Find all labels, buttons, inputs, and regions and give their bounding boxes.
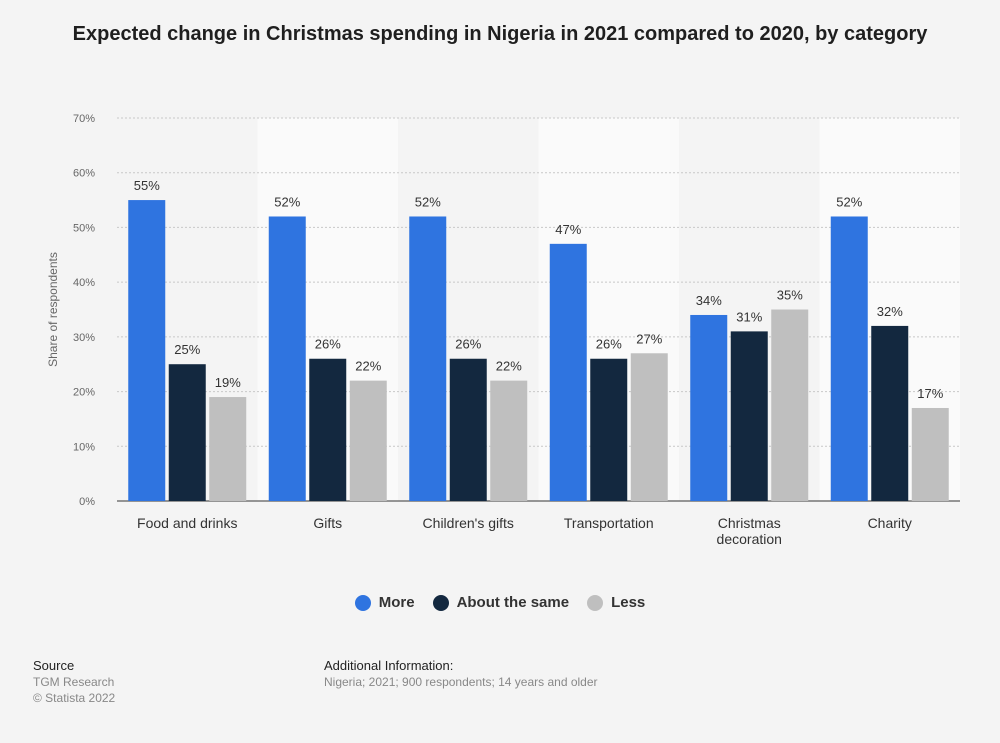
y-tick-label: 60% <box>73 168 95 180</box>
legend-swatch-about-the-same <box>432 594 449 611</box>
legend-label-more: More <box>378 594 415 611</box>
y-tick-label: 50% <box>73 222 95 234</box>
data-label: 55% <box>134 178 160 193</box>
legend-item-more[interactable]: More <box>354 594 415 611</box>
bar <box>490 380 528 501</box>
y-tick-label: 0% <box>79 496 95 508</box>
y-tick-label: 10% <box>73 441 95 453</box>
bar <box>830 216 868 501</box>
category-label: Christmas decoration <box>717 515 782 547</box>
source-name[interactable]: TGM Research <box>33 675 115 689</box>
y-axis-label: Share of respondents <box>46 252 60 367</box>
y-tick-label: 30% <box>73 332 95 344</box>
bar <box>309 358 347 501</box>
additional-info-block: Additional Information: Nigeria; 2021; 9… <box>324 658 598 690</box>
y-tick-label: 70% <box>73 113 95 125</box>
bar <box>268 216 306 501</box>
y-tick-label: 20% <box>73 387 95 399</box>
bar <box>630 353 668 501</box>
data-label: 35% <box>777 288 803 303</box>
bar-chart: 0% 10% 20% 30% 40% 50% 60% 70% Share of responde… <box>46 113 960 547</box>
category-label: Food and drinks <box>137 515 237 531</box>
data-label: 26% <box>596 337 622 352</box>
legend-item-about-the-same[interactable]: About the same <box>432 594 570 611</box>
category-label: Gifts <box>313 515 342 531</box>
info-heading: Additional Information: <box>324 658 454 673</box>
bar <box>349 380 387 501</box>
data-label: 22% <box>355 359 381 374</box>
legend-label-about-the-same: About the same <box>456 594 570 611</box>
bar <box>128 200 166 502</box>
data-label: 52% <box>836 194 862 209</box>
data-label: 19% <box>215 375 241 390</box>
legend: More About the same Less <box>0 594 1000 611</box>
data-label: 25% <box>174 342 200 357</box>
data-label: 34% <box>696 293 722 308</box>
data-label: 26% <box>315 337 341 352</box>
data-label: 31% <box>736 309 762 324</box>
info-text: Nigeria; 2021; 900 respondents; 14 years… <box>324 675 598 689</box>
legend-swatch-less <box>587 594 604 611</box>
data-label: 32% <box>877 304 903 319</box>
data-label: 52% <box>274 194 300 209</box>
legend-swatch-more <box>354 594 371 611</box>
bar <box>168 364 206 501</box>
bar <box>409 216 447 501</box>
data-label: 52% <box>415 194 441 209</box>
data-label: 17% <box>917 386 943 401</box>
data-label: 27% <box>636 331 662 346</box>
y-tick-label: 40% <box>73 277 95 289</box>
bar <box>690 314 728 501</box>
data-label: 26% <box>455 337 481 352</box>
category-label: Transportation <box>564 515 654 531</box>
legend-item-less[interactable]: Less <box>587 594 645 611</box>
bar <box>549 243 587 502</box>
bar <box>871 325 909 501</box>
source-heading: Source <box>33 658 75 673</box>
category-label: Children's gifts <box>423 515 514 531</box>
bar <box>209 397 247 501</box>
bar <box>771 309 809 501</box>
chart-title: Expected change in Christmas spending in… <box>72 23 928 45</box>
bar <box>449 358 487 501</box>
legend-label-less: Less <box>611 594 646 611</box>
copyright: © Statista 2022 <box>33 691 116 705</box>
bar <box>730 331 768 501</box>
bar <box>911 407 949 501</box>
data-label: 47% <box>555 222 581 237</box>
data-label: 22% <box>496 359 522 374</box>
category-label: Charity <box>868 515 912 531</box>
source-block: Source TGM Research © Statista 2022 <box>33 658 115 706</box>
bar <box>590 358 628 501</box>
